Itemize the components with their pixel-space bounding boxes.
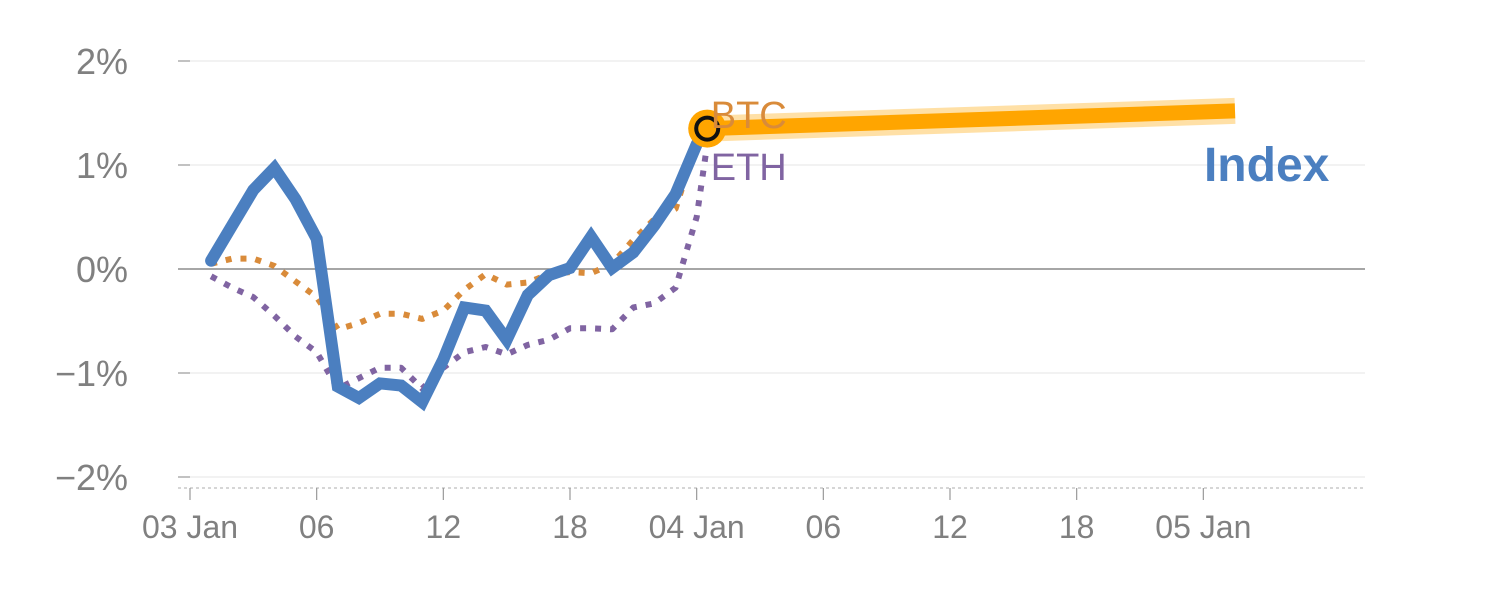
x-tick-label: 05 Jan	[1155, 509, 1251, 545]
y-tick-label: −1%	[55, 353, 128, 394]
x-tick-label: 04 Jan	[649, 509, 745, 545]
y-tick-label: −2%	[55, 457, 128, 498]
eth-line	[209, 143, 711, 392]
x-tick-label: 18	[1059, 509, 1095, 545]
series-lines	[205, 97, 1236, 412]
current-point-marker-outer	[688, 109, 727, 148]
axes: 2% 1% 0% −1% −2% 03 Jan 06 12 18 04 Jan 06 12 18 05 J…	[55, 41, 1365, 545]
index-line	[205, 122, 714, 412]
x-tick-label: 12	[932, 509, 968, 545]
index-projection-line	[706, 103, 1236, 137]
x-tick-label: 06	[806, 509, 842, 545]
x-tick-label: 03 Jan	[142, 509, 238, 545]
eth-series-label: ETH	[711, 147, 787, 189]
markers	[688, 109, 727, 148]
current-point-marker-ring	[694, 115, 721, 142]
y-tick-label: 2%	[76, 41, 128, 82]
index-series-label: Index	[1204, 139, 1330, 192]
series-labels: BTC ETH Index	[711, 95, 1330, 192]
btc-series-label: BTC	[711, 95, 787, 137]
x-tick-label: 12	[426, 509, 462, 545]
x-tick-label: 06	[299, 509, 335, 545]
x-tick-label: 18	[552, 509, 588, 545]
y-tick-label: 0%	[76, 249, 128, 290]
y-tick-label: 1%	[76, 145, 128, 186]
btc-line	[210, 126, 710, 333]
